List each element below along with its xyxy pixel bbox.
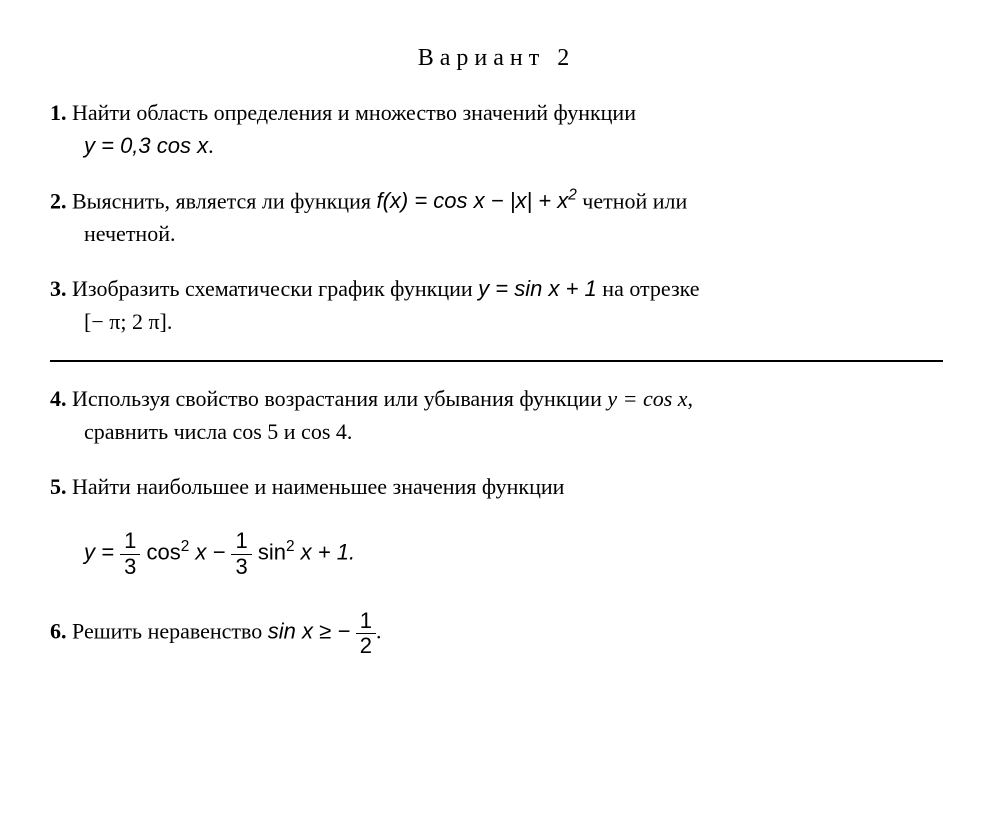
problem-number: 5. [50,474,67,499]
problem-text: сравнить числа cos 5 и cos 4. [50,415,943,448]
problem-text: на отрезке [602,276,699,301]
problem-text: Выяснить, является ли функция [72,188,376,213]
problem-number: 1. [50,100,67,125]
problem-1: 1. Найти область определения и множество… [50,96,943,162]
problem-number: 2. [50,188,67,213]
variant-title: Вариант 2 [50,40,943,76]
problem-5: 5. Найти наибольшее и наименьшее значени… [50,470,943,578]
problem-2: 2. Выяснить, является ли функция f(x) = … [50,184,943,250]
equation: y = 13 cos2 x − 13 sin2 x + 1. [50,529,943,578]
fraction: 12 [356,609,376,658]
section-divider [50,360,943,362]
problem-text: Найти область определения и множество зн… [72,100,636,125]
equation: sin x ≥ − [268,618,350,643]
equation: y = cos x [607,386,687,411]
problem-number: 3. [50,276,67,301]
problem-text: Решить неравенство [72,618,268,643]
problem-number: 4. [50,386,67,411]
problem-text: нечетной. [50,217,943,250]
period: . [376,618,382,643]
period: . [208,133,214,158]
problem-text: Используя свойство возрастания или убыва… [72,386,607,411]
equation: y = 0,3 cos x [84,133,208,158]
problem-6: 6. Решить неравенство sin x ≥ − 12. [50,609,943,658]
interval: [− π; 2 π]. [50,305,943,338]
problem-3: 3. Изобразить схематически график функци… [50,272,943,338]
comma: , [688,386,694,411]
problem-number: 6. [50,618,67,643]
problem-text: четной или [582,188,687,213]
problem-4: 4. Используя свойство возрастания или уб… [50,382,943,448]
problem-text: Изобразить схематически график функции [72,276,478,301]
problem-text: Найти наибольшее и наименьшее значения ф… [72,474,564,499]
equation: y = sin x + 1 [478,276,597,301]
equation: f(x) = cos x − |x| + x2 [376,188,576,213]
